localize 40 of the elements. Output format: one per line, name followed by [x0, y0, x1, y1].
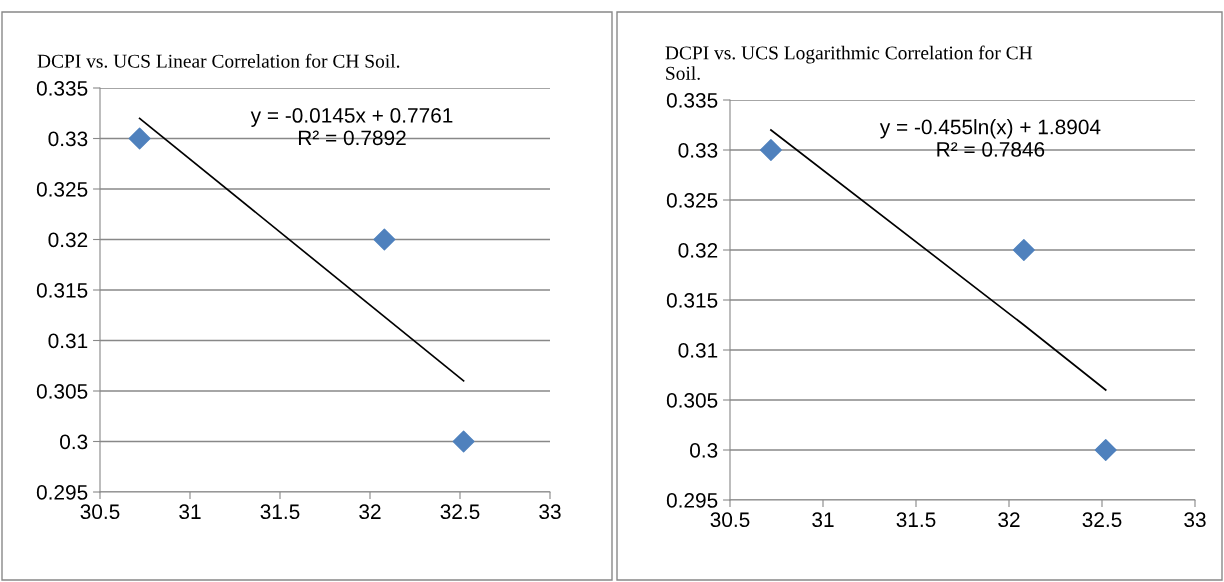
y-tick-label: 0.3 — [60, 434, 88, 450]
y-tick-label: 0.305 — [666, 393, 718, 408]
x-tick-label: 33 — [1184, 512, 1206, 528]
x-tick-label: 30.5 — [710, 512, 750, 528]
y-tick-label: 0.32 — [678, 243, 718, 258]
y-tick-label: 0.335 — [36, 81, 88, 96]
point — [373, 228, 396, 251]
x-tick-label: 31.5 — [260, 504, 300, 520]
point — [128, 127, 151, 150]
x-tick-label: 32 — [998, 512, 1020, 528]
y-tick-label: 0.315 — [36, 283, 88, 298]
y-tick-label: 0.295 — [666, 493, 718, 508]
x-tick-label: 30.5 — [80, 504, 120, 520]
x-tick-label: 32.5 — [440, 504, 480, 520]
y-tick-label: 0.315 — [666, 293, 718, 308]
y-tick-label: 0.3 — [690, 443, 718, 458]
annotation: y = -0.0145x + 0.7761 R² = 0.7892 — [250, 108, 453, 146]
point — [1012, 239, 1035, 261]
y-tick-label: 0.295 — [36, 485, 88, 500]
y-tick-label: 0.31 — [48, 333, 88, 349]
x-tick-label: 32.5 — [1082, 512, 1122, 528]
y-tick-label: 0.32 — [48, 232, 88, 248]
y-tick-label: 0.33 — [678, 143, 718, 158]
x-tick-label: 31 — [179, 504, 201, 520]
point — [1094, 439, 1117, 461]
point — [759, 139, 782, 161]
y-tick-label: 0.33 — [48, 131, 88, 147]
point — [452, 430, 475, 453]
x-tick-label: 32 — [359, 504, 381, 520]
y-tick-label: 0.325 — [666, 193, 718, 208]
x-tick-label: 31 — [812, 512, 834, 528]
y-tick-label: 0.31 — [678, 343, 718, 358]
y-tick-label: 0.335 — [666, 93, 718, 108]
x-tick-label: 31.5 — [896, 512, 936, 528]
chart-title: DCPI vs. UCS Logarithmic Correlation for CH Soil. — [665, 45, 1033, 80]
annotation: y = -0.455ln(x) + 1.8904 R² = 0.7846 — [879, 119, 1101, 157]
chart-title: DCPI vs. UCS Linear Correlation for CH Soil. — [37, 53, 400, 68]
x-tick-label: 33 — [539, 504, 561, 520]
y-tick-label: 0.305 — [36, 384, 88, 399]
y-tick-label: 0.325 — [36, 182, 88, 197]
